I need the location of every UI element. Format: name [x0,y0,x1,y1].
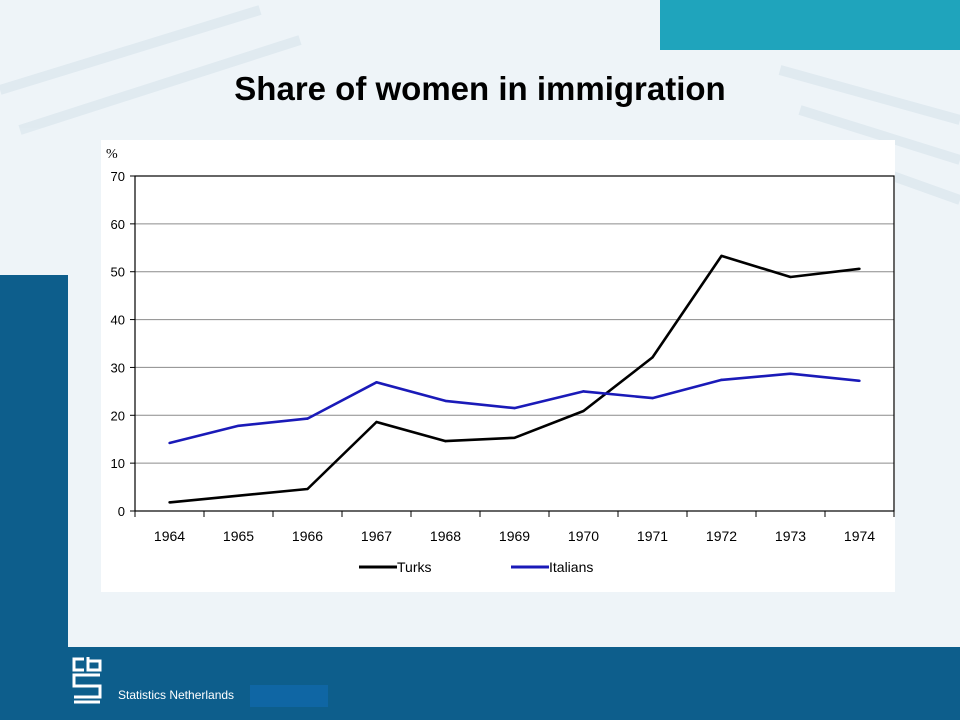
data-point-turks [444,439,447,443]
data-point-turks [168,501,171,504]
data-point-turks [582,409,585,413]
gridlines [135,175,894,464]
footer-organization: Statistics Netherlands [118,688,235,702]
bottom-brand-bar [0,647,960,720]
x-tick-label: 1965 [223,528,254,544]
data-point-turks [513,436,516,439]
x-tick-label: 1969 [499,528,530,544]
legend-label-turks: Turks [397,559,431,575]
data-point-italians [237,424,240,428]
data-point-turks [306,487,309,491]
left-brand-bar [0,275,68,720]
data-point-turks [375,420,378,424]
series-line-turks [169,254,860,504]
plot-area-border [134,175,895,512]
y-tick-label: 50 [111,265,125,280]
y-tick-label: 0 [118,504,125,519]
x-tick-label: 1966 [292,528,323,544]
data-point-italians [651,396,654,400]
data-point-italians [858,379,861,383]
data-point-italians [306,417,309,420]
x-tick-label: 1970 [568,528,599,544]
data-point-turks [720,254,723,258]
y-tick-label: 20 [111,408,125,423]
x-tick-label: 1972 [706,528,737,544]
footer-highlight [250,685,328,707]
legend: Turks Italians [359,559,593,575]
y-tick-label: 70 [111,169,125,184]
x-tick-label: 1971 [637,528,668,544]
y-unit-label: % [106,147,118,162]
data-point-turks [651,356,654,359]
chart-panel: % 0 10 20 30 40 50 60 70 1964 1965 1966 1967 1968 196… [101,140,895,592]
data-point-turks [237,494,240,497]
axes: 0 10 20 30 40 50 60 70 1964 1965 1966 1967 1968 1969 1… [111,169,895,544]
y-tick-label: 60 [111,217,125,232]
series-lines [168,254,861,504]
data-point-turks [858,267,861,271]
data-point-italians [444,399,447,403]
line-chart: % 0 10 20 30 40 50 60 70 1964 1965 1966 1967 1968 196… [106,147,895,575]
x-tick-label: 1973 [775,528,806,544]
y-tick-label: 30 [111,360,125,375]
accent-block [660,0,960,50]
y-tick-label: 10 [111,456,125,471]
cbs-logo-icon [72,657,102,704]
legend-label-italians: Italians [549,559,593,575]
data-point-italians [582,390,585,393]
data-point-italians [720,378,723,382]
x-tick-label: 1968 [430,528,461,544]
data-point-italians [375,381,378,384]
data-point-turks [789,275,792,279]
data-point-italians [168,441,171,445]
data-point-italians [789,372,792,375]
x-tick-label: 1964 [154,528,185,544]
x-tick-label: 1974 [844,528,875,544]
slide-title: Share of women in immigration [234,70,726,107]
x-tick-label: 1967 [361,528,392,544]
y-tick-label: 40 [111,313,125,328]
data-point-italians [513,406,516,410]
